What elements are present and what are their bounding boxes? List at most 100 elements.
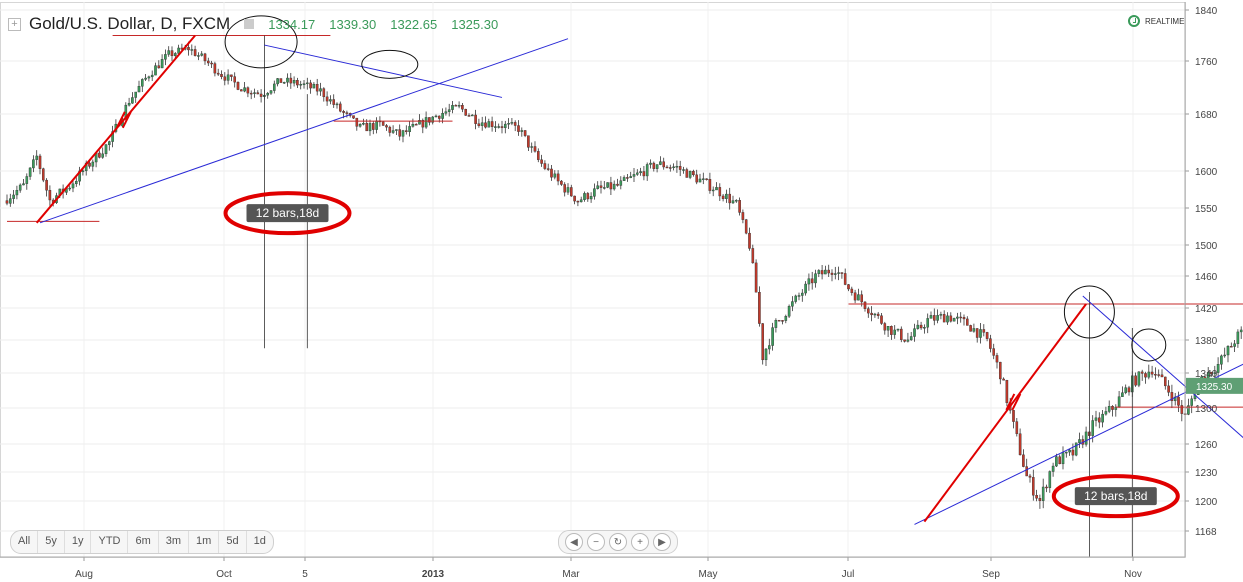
candle-body (919, 324, 923, 329)
candle-body (134, 91, 138, 98)
candle-body (292, 80, 296, 84)
range-1m-button[interactable]: 1m (189, 531, 220, 553)
candle-body (870, 312, 873, 316)
candle-body (1160, 374, 1164, 378)
settings-icon[interactable] (244, 19, 255, 29)
reset-icon[interactable]: ↻ (609, 533, 627, 551)
range-5y-button[interactable]: 5y (38, 531, 65, 553)
candle-body (695, 174, 698, 183)
candle-body (421, 120, 425, 128)
candle-body (282, 82, 286, 84)
candle-body (956, 316, 959, 319)
candle-body (543, 163, 547, 169)
range-1y-button[interactable]: 1y (65, 531, 92, 553)
candle-body (302, 83, 306, 85)
zoom-out-icon[interactable]: − (587, 533, 605, 551)
candle-body (655, 164, 659, 169)
y-tick-label: 1380 (1195, 336, 1218, 347)
candle-body (1121, 392, 1124, 397)
candle-body (385, 125, 388, 128)
candle-body (104, 144, 108, 155)
candle-body (200, 53, 204, 56)
y-tick-label: 1680 (1195, 110, 1218, 121)
candle-body (1124, 387, 1127, 393)
x-tick-label: May (699, 569, 718, 580)
candle-body (718, 187, 722, 197)
range-5d-button[interactable]: 5d (219, 531, 247, 553)
candle-body (586, 193, 590, 200)
candle-body (38, 155, 42, 169)
low-value: 1322.65 (390, 16, 438, 32)
candle-body (309, 82, 312, 89)
candle-body (147, 76, 151, 79)
candle-body (787, 306, 791, 317)
candle-body (517, 125, 520, 132)
candle-body (827, 269, 830, 274)
y-tick-label: 1460 (1195, 272, 1218, 283)
candle-body (527, 135, 530, 148)
candle-body (322, 88, 326, 98)
candle-body (428, 117, 431, 123)
candle-body (395, 129, 398, 131)
candle-body (74, 180, 78, 185)
candle-body (451, 105, 454, 110)
candle-body (1104, 411, 1108, 415)
candle-body (744, 219, 748, 234)
candle-body (579, 199, 583, 203)
candle-body (193, 49, 197, 56)
candle-body (325, 96, 329, 102)
range-3m-button[interactable]: 3m (159, 531, 190, 553)
range-6m-button[interactable]: 6m (128, 531, 159, 553)
candle-body (203, 53, 207, 62)
red-tick-mark (1011, 393, 1022, 411)
candle-body (550, 168, 553, 178)
candle-body (929, 315, 933, 319)
range-all-button[interactable]: All (11, 531, 39, 553)
candle-body (728, 193, 731, 204)
candle-body (365, 122, 369, 132)
zoom-in-icon[interactable]: + (631, 533, 649, 551)
candle-body (606, 182, 609, 188)
candle-body (1111, 406, 1114, 410)
candle-body (685, 169, 689, 178)
candle-body (639, 171, 642, 174)
candle-body (1220, 355, 1223, 365)
candle-body (692, 170, 695, 176)
candle-body (804, 283, 807, 294)
scroll-right-icon[interactable]: ▶ (653, 533, 671, 551)
candle-body (1117, 396, 1121, 408)
candle-body (1048, 471, 1052, 488)
candle-body (233, 76, 237, 83)
symbol-title[interactable]: Gold/U.S. Dollar, D, FXCM (29, 14, 231, 33)
candle-body (801, 292, 804, 296)
candle-body (1074, 442, 1078, 456)
candle-body (405, 130, 408, 133)
candle-body (616, 183, 619, 186)
candle-body (916, 324, 920, 329)
candle-body (1084, 431, 1088, 445)
candle-body (467, 115, 471, 117)
candle-body (71, 183, 75, 189)
candle-body (962, 317, 966, 320)
candle-body (197, 55, 200, 57)
range-ytd-button[interactable]: YTD (91, 531, 129, 553)
candle-body (101, 153, 104, 158)
add-symbol-icon[interactable]: + (8, 17, 21, 31)
candle-body (599, 185, 603, 188)
candle-body (375, 120, 378, 130)
x-tick-label: Sep (982, 569, 1000, 580)
scroll-left-icon[interactable]: ◀ (565, 533, 583, 551)
y-tick-label: 1168 (1195, 527, 1217, 538)
candle-body (807, 278, 811, 285)
chart-header: + Gold/U.S. Dollar, D, FXCM 1334.17 1339… (8, 12, 498, 36)
candle-body (401, 130, 405, 137)
candle-body (1233, 343, 1236, 347)
y-tick-label: 1760 (1195, 57, 1218, 68)
black-circle (1063, 285, 1115, 339)
candle-body (880, 315, 883, 324)
range-1d-button[interactable]: 1d (253, 535, 266, 547)
y-tick-label: 1230 (1195, 468, 1218, 479)
candle-body (979, 329, 982, 338)
candle-body (312, 83, 316, 89)
